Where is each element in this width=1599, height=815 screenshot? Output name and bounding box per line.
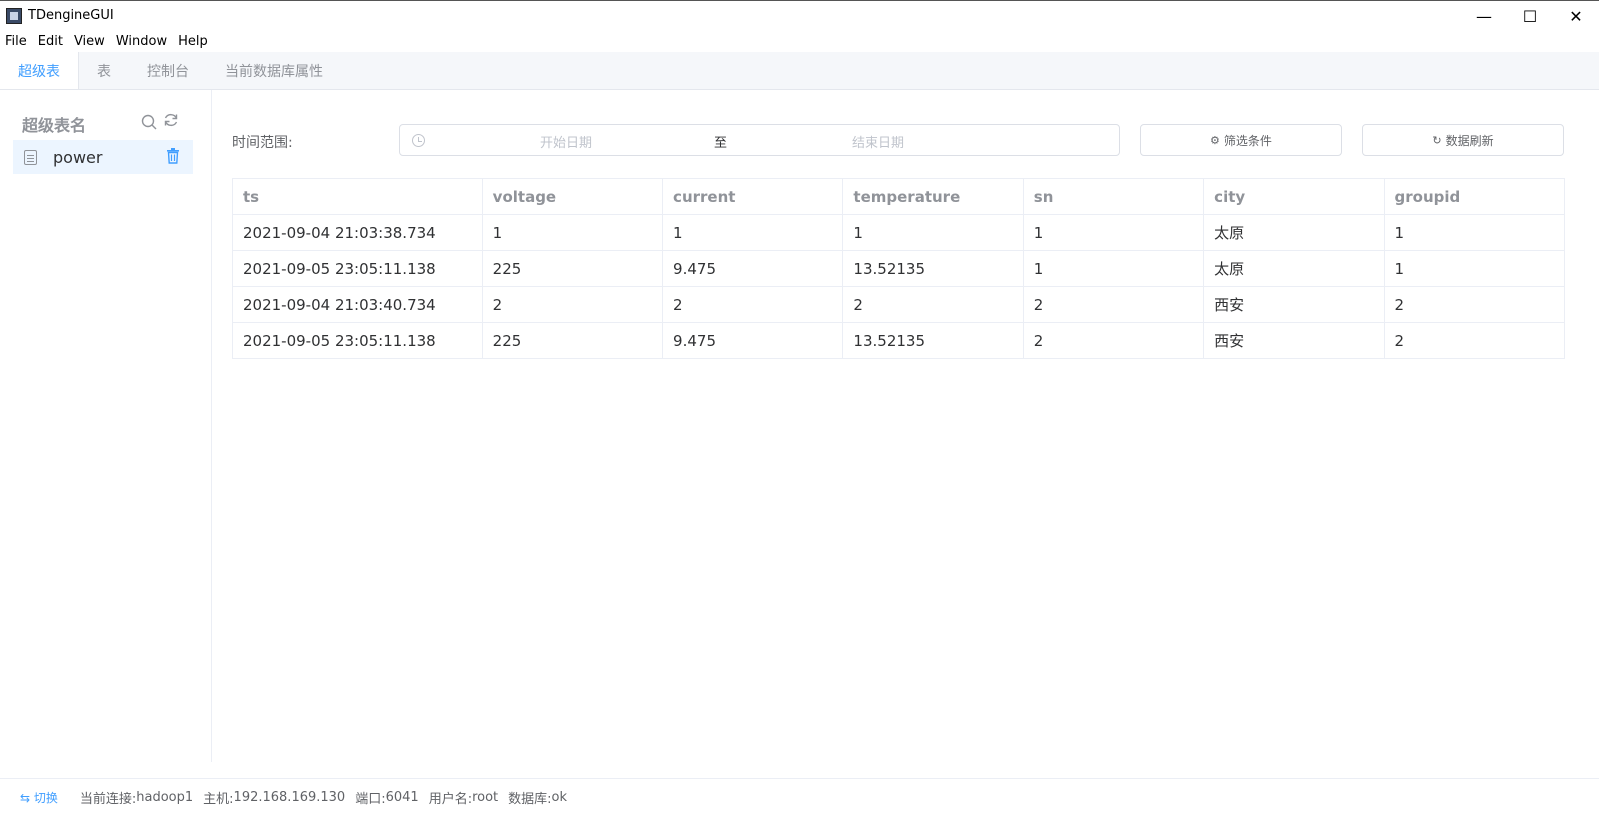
- column-header-ts[interactable]: ts: [232, 178, 483, 215]
- port-value: 6041: [385, 789, 419, 805]
- refresh-icon: ↻: [1432, 133, 1442, 147]
- data-table: ts voltage current temperature sn city g…: [232, 178, 1566, 359]
- table-cell: 1: [481, 214, 664, 251]
- tab-db-properties[interactable]: 当前数据库属性: [225, 63, 323, 80]
- table-cell: 2021-09-05 23:05:11.138: [232, 322, 483, 359]
- clock-icon: [412, 134, 425, 147]
- start-date-input[interactable]: 开始日期: [540, 136, 593, 151]
- table-row[interactable]: 2021-09-05 23:05:11.138 225 9.475 13.521…: [232, 322, 1566, 359]
- tab-console[interactable]: 控制台: [147, 63, 189, 80]
- table-cell: 13.52135: [842, 322, 1024, 359]
- range-separator: 至: [714, 136, 728, 151]
- table-cell: 1: [1022, 250, 1205, 287]
- title-bar: TDengineGUI — ☐ ✕: [0, 0, 1599, 30]
- date-range-picker[interactable]: 开始日期 至 结束日期: [399, 124, 1120, 156]
- connection-value: hadoop1: [136, 789, 194, 805]
- menu-file[interactable]: File: [5, 33, 27, 49]
- filter-conditions-label: 筛选条件: [1223, 133, 1272, 148]
- app-logo-icon: [6, 7, 22, 24]
- menu-edit[interactable]: Edit: [37, 33, 63, 49]
- column-header-voltage[interactable]: voltage: [481, 178, 664, 215]
- sidebar-title: 超级表名: [22, 116, 87, 135]
- menu-help[interactable]: Help: [178, 33, 208, 49]
- filter-conditions-button[interactable]: ⚙ 筛选条件: [1140, 124, 1342, 156]
- table-cell: 1: [1383, 250, 1566, 287]
- window-controls: — ☐ ✕: [1461, 1, 1599, 31]
- table-cell: 太原: [1203, 250, 1385, 287]
- sidebar-item-label: power: [53, 147, 103, 167]
- host-value: 192.168.169.130: [233, 789, 346, 805]
- table-cell: 西安: [1203, 286, 1385, 323]
- refresh-data-button[interactable]: ↻ 数据刷新: [1362, 124, 1564, 156]
- tab-tables[interactable]: 表: [97, 63, 111, 80]
- user-value: root: [472, 789, 499, 805]
- column-header-sn[interactable]: sn: [1022, 178, 1205, 215]
- database-label: 数据库:: [508, 791, 552, 807]
- sidebar-item-power[interactable]: power: [13, 140, 193, 174]
- table-cell: 2: [1383, 286, 1566, 323]
- table-header-row: ts voltage current temperature sn city g…: [232, 178, 1566, 215]
- minimize-button[interactable]: —: [1476, 6, 1492, 26]
- table-row[interactable]: 2021-09-04 21:03:40.734 2 2 2 2 西安 2: [232, 286, 1566, 323]
- user-label: 用户名:: [428, 791, 473, 807]
- menu-window[interactable]: Window: [115, 33, 168, 49]
- gear-icon: ⚙: [1210, 133, 1220, 147]
- table-cell: 1: [1022, 214, 1205, 251]
- table-row[interactable]: 2021-09-04 21:03:38.734 1 1 1 1 太原 1: [232, 214, 1566, 251]
- table-cell: 1: [1383, 214, 1566, 251]
- tab-super-tables[interactable]: 超级表: [0, 52, 79, 89]
- column-header-current[interactable]: current: [662, 178, 844, 215]
- status-bar: ⇆ 切换 当前连接: hadoop1 主机: 192.168.169.130 端…: [0, 778, 1599, 815]
- delete-icon[interactable]: [166, 148, 180, 164]
- port-label: 端口:: [355, 791, 386, 807]
- column-header-temperature[interactable]: temperature: [842, 178, 1024, 215]
- table-cell: 9.475: [662, 250, 844, 287]
- table-cell: 2021-09-04 21:03:40.734: [232, 286, 483, 323]
- search-icon[interactable]: [141, 114, 157, 130]
- table-cell: 2021-09-04 21:03:38.734: [232, 214, 483, 251]
- table-cell: 13.52135: [842, 250, 1024, 287]
- menu-view[interactable]: View: [73, 33, 105, 49]
- table-cell: 225: [481, 250, 664, 287]
- column-header-groupid[interactable]: groupid: [1383, 178, 1566, 215]
- table-cell: 1: [662, 214, 844, 251]
- column-header-city[interactable]: city: [1203, 178, 1385, 215]
- table-cell: 2: [1383, 322, 1566, 359]
- table-cell: 太原: [1203, 214, 1385, 251]
- table-cell: 2021-09-05 23:05:11.138: [232, 250, 483, 287]
- database-value: ok: [551, 789, 568, 805]
- document-icon: [24, 149, 37, 165]
- table-cell: 1: [842, 214, 1024, 251]
- refresh-data-label: 数据刷新: [1445, 133, 1494, 148]
- table-row[interactable]: 2021-09-05 23:05:11.138 225 9.475 13.521…: [232, 250, 1566, 287]
- close-button[interactable]: ✕: [1569, 6, 1583, 26]
- table-cell: 2: [1022, 322, 1205, 359]
- host-label: 主机:: [203, 791, 234, 807]
- table-cell: 西安: [1203, 322, 1385, 359]
- table-cell: 2: [481, 286, 664, 323]
- connection-label: 当前连接:: [79, 791, 137, 807]
- table-cell: 2: [1022, 286, 1205, 323]
- sidebar: 超级表名 power: [0, 90, 212, 762]
- window-title: TDengineGUI: [28, 8, 114, 23]
- maximize-button[interactable]: ☐: [1522, 6, 1538, 26]
- table-cell: 225: [481, 322, 664, 359]
- main-tabs: 超级表 表 控制台 当前数据库属性: [0, 52, 1599, 90]
- menu-bar: File Edit View Window Help: [0, 30, 1599, 52]
- end-date-input[interactable]: 结束日期: [852, 136, 905, 151]
- table-cell: 2: [662, 286, 844, 323]
- switch-connection-button[interactable]: ⇆ 切换: [20, 790, 58, 805]
- time-range-label: 时间范围:: [232, 135, 293, 151]
- refresh-icon[interactable]: [163, 112, 179, 128]
- table-cell: 9.475: [662, 322, 844, 359]
- table-cell: 2: [842, 286, 1024, 323]
